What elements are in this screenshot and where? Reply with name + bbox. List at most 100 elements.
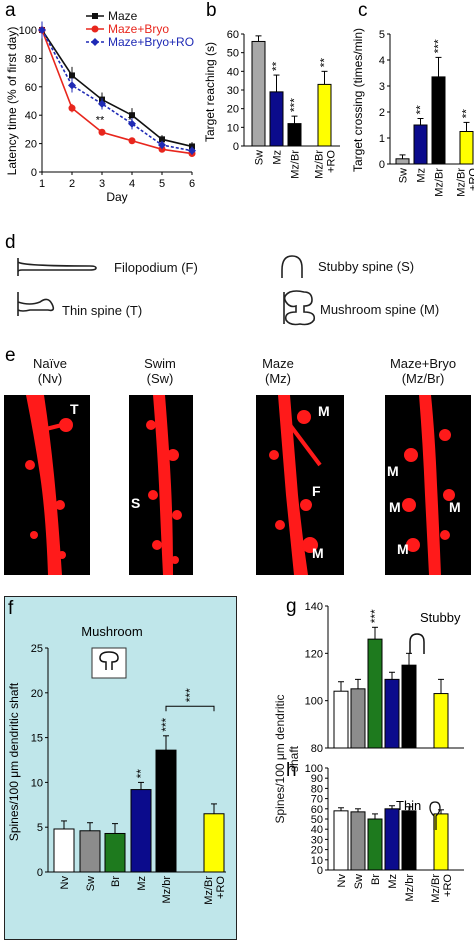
b-y-tick-label: 50	[227, 48, 239, 60]
g-bar	[401, 664, 417, 749]
spine-marker-m-d: M	[397, 541, 409, 557]
b-y-tick-label: 40	[227, 66, 239, 78]
h-bar	[433, 813, 449, 871]
a-legend-marker	[91, 38, 99, 46]
a-x-tick-label: 5	[159, 178, 165, 190]
c-bar	[395, 158, 410, 165]
h-bar	[350, 811, 366, 871]
f-bar	[203, 813, 225, 873]
panel-letter-d: d	[5, 232, 16, 253]
dendrite-image-mz	[269, 395, 322, 575]
a-y-tick-label: 20	[25, 139, 37, 151]
h-y-tick-label: 20	[311, 845, 323, 857]
c-y-tick-label: 1	[379, 133, 385, 145]
h-category-label: Sw	[353, 874, 365, 889]
spine-marker-s: S	[131, 495, 141, 511]
f-bar	[130, 789, 152, 873]
f-category-label: Nv	[59, 876, 71, 890]
f-category-label: Mz/Br	[203, 876, 215, 905]
f-y-tick-label: 5	[37, 822, 43, 834]
h-category-label: Nv	[336, 874, 348, 888]
spine-marker-m1: M	[318, 403, 330, 419]
a-x-tick-label: 3	[99, 178, 105, 190]
b-y-tick-label: 10	[227, 122, 239, 134]
h-y-tick-label: 100	[305, 763, 323, 775]
c-y-tick-label: 4	[379, 55, 385, 67]
f-y-tick-label: 10	[31, 777, 43, 789]
a-legend-label: Maze+Bryo	[108, 22, 169, 36]
a-point	[68, 104, 76, 112]
b-y-tick-label: 20	[227, 104, 239, 116]
f-significance: **	[134, 769, 148, 779]
spine-marker-m2: M	[312, 545, 324, 561]
stubby-bar-chart: 80 100 120 140 *** Stubby	[305, 601, 464, 755]
stubby-spine-drawing	[281, 255, 303, 278]
spine-schematics	[17, 255, 316, 326]
f-category-label: Mz/br	[161, 876, 173, 904]
a-series-line	[41, 29, 193, 148]
label-mushroom-spine: Mushroom spine (M)	[320, 302, 440, 317]
a-point	[69, 72, 75, 79]
c-category-label: Mz/Br	[456, 168, 468, 197]
h-y-tick-label: 30	[311, 834, 323, 846]
h-category-label: +RO	[442, 874, 454, 897]
f-category-label: Br	[110, 876, 122, 887]
h-y-tick-label: 10	[311, 855, 323, 867]
spine-marker-t: T	[70, 401, 79, 417]
f-y-tick-label: 25	[31, 643, 43, 655]
a-x-tick-label: 2	[69, 178, 75, 190]
b-y-axis-label: Target reaching (s)	[203, 42, 217, 142]
a-y-axis-label: Latency time (% of first day)	[5, 27, 19, 176]
a-point	[188, 146, 196, 155]
thin-spine-icon	[429, 801, 441, 830]
h-y-tick-label: 80	[311, 783, 323, 795]
dendrite-image-sw	[146, 395, 182, 575]
thin-spine-drawing	[17, 292, 55, 316]
c-y-tick-label: 5	[379, 29, 385, 41]
b-category-label: Sw	[254, 150, 266, 165]
h-y-tick-label: 70	[311, 794, 323, 806]
dendrite-image-mzbr	[402, 395, 455, 575]
f-y-tick-label: 20	[31, 688, 43, 700]
mushroom-bar-chart: 0 5 10 15 20 25 Nv Sw Br ** Mz *** Mz/br Mz/Br +RO Spin…	[7, 624, 227, 905]
f-category-label: +RO	[215, 876, 227, 899]
micrograph-caption-sw: Swim (Sw)	[144, 356, 176, 386]
a-point	[128, 137, 136, 145]
h-title: Thin	[396, 798, 421, 813]
a-point	[158, 141, 166, 150]
a-legend-marker	[92, 13, 98, 19]
c-bar	[413, 124, 428, 165]
a-point	[68, 81, 76, 90]
label-thin-spine: Thin spine (T)	[62, 303, 143, 318]
f-y-axis-label: Spines/100 μm dendritic shaft	[7, 682, 21, 841]
panel-letter-g: g	[286, 596, 297, 617]
c-bar	[459, 131, 474, 165]
f-category-label: Mz	[136, 876, 148, 891]
h-bar	[401, 810, 417, 871]
micrograph-caption-nv: Naïve (Nv)	[33, 356, 67, 386]
g-y-tick-label: 120	[305, 648, 323, 660]
a-x-tick-label: 1	[39, 178, 45, 190]
b-bar	[251, 40, 266, 147]
g-y-tick-label: 140	[305, 601, 323, 613]
label-stubby-spine: Stubby spine (S)	[318, 259, 415, 274]
micrograph-nv: T	[4, 395, 90, 575]
label-filopodium: Filopodium (F)	[114, 260, 198, 275]
g-bar	[333, 690, 349, 749]
a-point	[98, 128, 106, 136]
spine-marker-m-b: M	[389, 499, 401, 515]
g-bar	[367, 638, 383, 749]
g-y-tick-label: 80	[311, 743, 323, 755]
f-bar	[53, 828, 75, 873]
a-legend-label: Maze	[108, 9, 138, 23]
filopodium-drawing	[17, 258, 97, 276]
gh-y-axis-label: Spines/100 μm dendritic shaft	[273, 694, 301, 824]
a-y-tick-label: 0	[31, 167, 37, 179]
f-category-label: Sw	[85, 876, 97, 891]
c-bar	[431, 76, 446, 165]
h-y-tick-label: 60	[311, 804, 323, 816]
panel-letter-f: f	[8, 598, 14, 619]
a-y-tick-label: 60	[25, 82, 37, 94]
